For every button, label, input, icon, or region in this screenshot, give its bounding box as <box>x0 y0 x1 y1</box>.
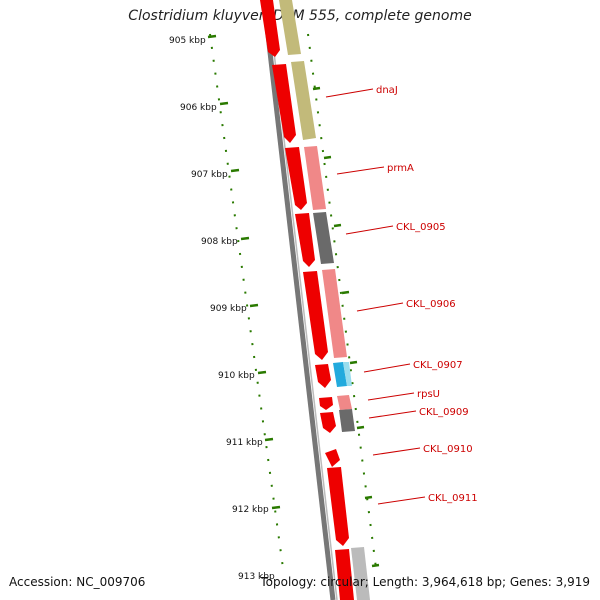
outer-tick-5 <box>349 360 358 365</box>
cds-arrow-2 <box>272 64 296 143</box>
outer-tick-6 <box>356 425 365 430</box>
cds-arrow-6 <box>315 364 331 388</box>
cds-arrow-4 <box>295 213 315 267</box>
outer-tick-7 <box>364 495 373 500</box>
leader-prma <box>336 166 385 175</box>
gene-label-rpsu: rpsU <box>417 389 440 400</box>
tick-912 <box>271 505 281 510</box>
kbp-label-907: 907 kbp <box>191 170 228 180</box>
feature-lightcyan-1 <box>343 362 352 386</box>
tick-909 <box>249 303 259 308</box>
cds-arrow-11 <box>335 549 354 600</box>
kbp-label-906: 906 kbp <box>180 103 217 113</box>
feature-darkgray-2 <box>339 409 355 432</box>
feature-olive-2 <box>291 61 316 140</box>
gene-label-ckl0910: CKL_0910 <box>423 444 473 455</box>
gene-label-ckl0911: CKL_0911 <box>428 493 478 504</box>
outer-tick-3 <box>333 223 342 228</box>
tick-911 <box>264 437 274 442</box>
leader-ckl0909 <box>368 410 417 419</box>
leader-dnaj <box>325 88 374 98</box>
leader-ckl0906 <box>356 302 404 312</box>
leader-ckl0910 <box>372 447 421 456</box>
cds-arrow-1 <box>260 0 280 57</box>
feature-pink-2 <box>322 269 347 358</box>
feature-cyan-1 <box>333 362 347 387</box>
kbp-label-908: 908 kbp <box>201 237 238 247</box>
tick-906 <box>219 101 229 106</box>
leader-lines <box>325 88 426 505</box>
map-title: Clostridium kluyveri DSM 555, complete g… <box>128 8 472 24</box>
cds-arrow-9 <box>325 449 340 467</box>
cds-arrow-8 <box>320 412 336 433</box>
cds-track <box>260 0 354 600</box>
leader-rpsu <box>367 392 415 401</box>
kbp-label-912: 912 kbp <box>232 505 269 515</box>
gene-label-ckl0906: CKL_0906 <box>406 299 456 310</box>
kbp-label-905: 905 kbp <box>169 36 206 46</box>
leader-ckl0911 <box>377 496 426 505</box>
genome-stats-text: Topology: circular; Length: 3,964,618 bp… <box>260 575 590 589</box>
leader-ckl0907 <box>363 363 411 373</box>
cds-arrow-7 <box>319 397 333 410</box>
scale-track-inner <box>209 33 284 569</box>
outer-tick-8 <box>371 563 380 568</box>
feature-pink-1 <box>304 146 326 210</box>
gene-label-dnaj: dnaJ <box>376 85 398 96</box>
cds-arrow-5 <box>303 271 328 360</box>
gene-label-ckl0909: CKL_0909 <box>419 407 469 418</box>
feature-darkgray-1 <box>313 212 334 264</box>
tick-908 <box>240 236 250 241</box>
feature-pink-3 <box>337 395 352 410</box>
outer-tick-2 <box>323 155 332 160</box>
tick-907 <box>230 168 240 173</box>
feature-olive-1 <box>279 0 301 55</box>
cds-arrow-3 <box>285 147 307 210</box>
feature-track <box>279 0 370 600</box>
feature-lightgray-1 <box>351 547 370 600</box>
kbp-label-910: 910 kbp <box>218 371 255 381</box>
gene-label-ckl0907: CKL_0907 <box>413 360 463 371</box>
accession-text: Accession: NC_009706 <box>9 575 146 589</box>
gene-label-prma: prmA <box>387 163 414 174</box>
kbp-label-911: 911 kbp <box>226 438 263 448</box>
tick-910 <box>257 370 267 375</box>
outer-tick-1 <box>312 86 321 91</box>
genome-backbone <box>261 0 336 600</box>
outer-ticks <box>312 86 380 568</box>
kbp-label-909: 909 kbp <box>210 304 247 314</box>
outer-tick-4 <box>341 290 350 295</box>
tick-905 <box>207 34 217 39</box>
cds-arrow-10 <box>327 467 349 546</box>
kbp-ticks <box>207 34 281 510</box>
gene-label-ckl0905: CKL_0905 <box>396 222 446 233</box>
kbp-label-913: 913 kbp <box>238 572 275 582</box>
leader-ckl0905 <box>345 225 394 235</box>
